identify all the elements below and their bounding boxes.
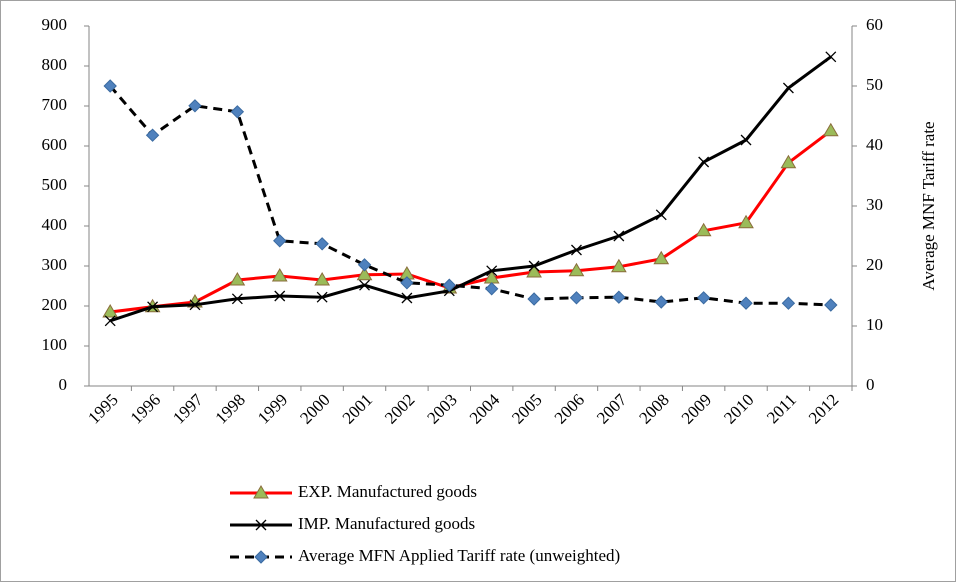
point xyxy=(780,154,797,169)
y-tick-label: 100 xyxy=(42,335,68,354)
point xyxy=(229,272,246,286)
point xyxy=(401,292,413,304)
point xyxy=(695,222,712,237)
point xyxy=(274,290,286,302)
point xyxy=(825,51,837,63)
point xyxy=(359,279,370,291)
point xyxy=(527,292,541,306)
point xyxy=(357,258,372,272)
point xyxy=(102,304,119,318)
y-tick-label: 900 xyxy=(42,15,68,34)
y-tick-label: 600 xyxy=(42,135,68,154)
y-tick-label: 400 xyxy=(42,215,68,234)
y2-tick-label: 50 xyxy=(866,75,883,94)
legend-marker xyxy=(253,485,269,499)
y-tick-label: 700 xyxy=(42,95,68,114)
point xyxy=(103,79,117,93)
point xyxy=(271,268,288,282)
y2-tick-label: 40 xyxy=(866,135,883,154)
point xyxy=(231,293,243,305)
y-tick-label: 800 xyxy=(42,55,68,74)
y-tick-label: 500 xyxy=(42,175,68,194)
point xyxy=(528,260,540,272)
legend-marker xyxy=(255,519,267,531)
point xyxy=(698,156,710,168)
point xyxy=(653,250,670,265)
point xyxy=(613,230,625,242)
point xyxy=(486,265,498,277)
series-line xyxy=(109,55,832,323)
point xyxy=(314,272,331,286)
point xyxy=(740,134,752,146)
point xyxy=(104,315,116,327)
point xyxy=(526,264,542,278)
point xyxy=(824,298,838,312)
point xyxy=(738,214,754,229)
point xyxy=(400,276,414,290)
point xyxy=(610,258,627,273)
point xyxy=(571,244,582,256)
point xyxy=(356,266,373,281)
point xyxy=(739,296,753,310)
point xyxy=(484,282,499,296)
point xyxy=(612,290,626,304)
point xyxy=(316,291,328,303)
legend-label: IMP. Manufactured goods xyxy=(298,514,475,533)
y-tick-label: 0 xyxy=(59,375,68,394)
legend-label: EXP. Manufactured goods xyxy=(298,482,477,501)
point xyxy=(145,128,160,142)
legend-label: Average MFN Applied Tariff rate (unweigh… xyxy=(298,546,620,565)
y2-axis-title: Average MNF Tariff rate xyxy=(919,121,938,290)
y2-tick-label: 0 xyxy=(866,375,875,394)
point xyxy=(782,82,794,94)
point xyxy=(696,291,711,305)
point xyxy=(781,296,796,310)
legend-marker xyxy=(254,550,268,564)
y-tick-label: 200 xyxy=(42,295,68,314)
point xyxy=(273,234,287,248)
y-tick-label: 300 xyxy=(42,255,68,274)
series-line xyxy=(109,85,831,307)
y2-tick-label: 20 xyxy=(866,255,883,274)
y2-tick-label: 60 xyxy=(866,15,883,34)
point xyxy=(442,278,457,292)
y2-tick-label: 30 xyxy=(866,195,883,214)
point xyxy=(147,301,159,313)
point xyxy=(189,299,201,311)
point xyxy=(569,291,584,305)
point xyxy=(315,237,329,251)
y2-tick-label: 10 xyxy=(866,315,883,334)
point xyxy=(188,99,202,113)
point xyxy=(655,209,667,221)
series-line xyxy=(110,129,832,314)
point xyxy=(568,262,585,277)
point xyxy=(230,105,245,119)
point xyxy=(654,295,668,309)
point xyxy=(822,122,839,137)
